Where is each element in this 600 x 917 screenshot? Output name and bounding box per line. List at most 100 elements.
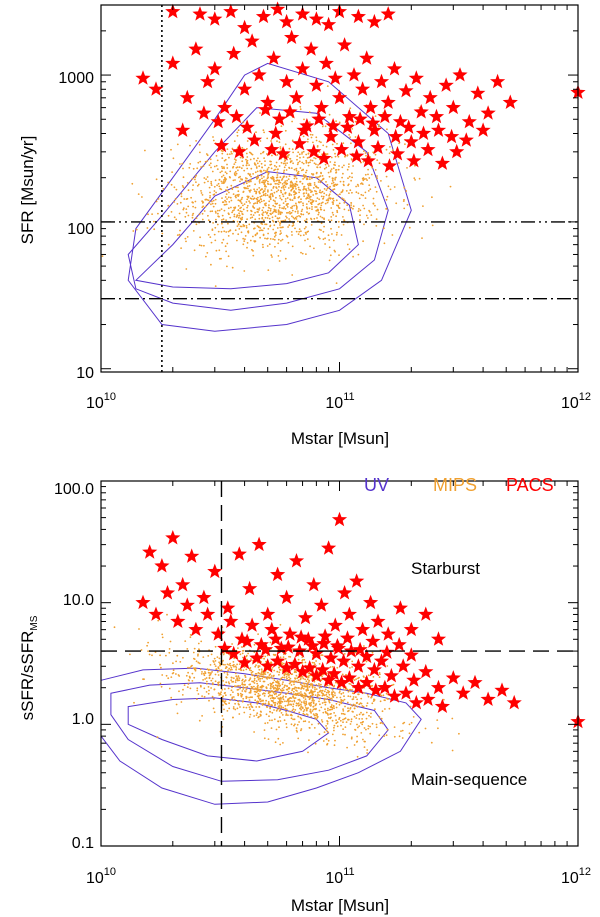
mips-point bbox=[248, 173, 251, 176]
mips-point bbox=[312, 173, 315, 176]
mips-point bbox=[264, 223, 266, 226]
mips-point bbox=[274, 704, 276, 707]
mips-point bbox=[278, 700, 281, 702]
mips-point bbox=[193, 676, 196, 679]
mips-point bbox=[229, 196, 232, 199]
mips-point bbox=[237, 169, 239, 172]
mips-point bbox=[206, 682, 208, 685]
mips-point bbox=[132, 230, 135, 232]
mips-point bbox=[281, 687, 284, 690]
mips-point bbox=[290, 167, 293, 170]
mips-point bbox=[183, 198, 186, 200]
mips-point bbox=[236, 663, 239, 666]
mips-point bbox=[327, 739, 330, 742]
mips-point bbox=[217, 692, 220, 694]
mips-point bbox=[202, 165, 205, 168]
pacs-star bbox=[207, 563, 223, 579]
mips-point bbox=[221, 197, 223, 200]
legend-pacs: PACS bbox=[506, 475, 554, 495]
mips-point bbox=[269, 183, 272, 186]
mips-point bbox=[247, 187, 249, 190]
mips-point bbox=[218, 681, 220, 684]
mips-point bbox=[207, 655, 210, 657]
mips-point bbox=[209, 158, 212, 161]
mips-point bbox=[310, 173, 313, 175]
mips-point bbox=[357, 726, 359, 729]
mips-point bbox=[347, 710, 349, 713]
mips-point bbox=[306, 177, 308, 180]
mips-point bbox=[278, 698, 281, 701]
mips-point bbox=[244, 686, 247, 689]
mips-point bbox=[278, 716, 281, 719]
mips-point bbox=[249, 202, 251, 204]
mips-point bbox=[270, 727, 273, 729]
legend: UV MIPS PACS bbox=[364, 475, 554, 495]
pacs-star bbox=[255, 8, 272, 24]
mips-point bbox=[298, 153, 301, 156]
mips-point bbox=[246, 185, 249, 188]
pacs-star bbox=[268, 631, 284, 646]
mips-point bbox=[222, 704, 224, 706]
mips-point bbox=[292, 718, 294, 721]
mips-point bbox=[254, 163, 256, 166]
mips-point bbox=[256, 712, 259, 715]
mips-point bbox=[276, 171, 279, 174]
mips-point bbox=[167, 243, 170, 246]
mips-point bbox=[345, 721, 348, 723]
mips-point bbox=[363, 223, 365, 226]
mips-point bbox=[265, 185, 267, 188]
mips-point bbox=[354, 120, 357, 123]
mips-point bbox=[213, 657, 216, 660]
mips-point bbox=[279, 181, 282, 184]
pacs-star bbox=[148, 81, 164, 96]
mips-point bbox=[253, 190, 256, 193]
mips-point bbox=[240, 225, 243, 228]
mips-point bbox=[323, 690, 326, 693]
mips-point bbox=[270, 167, 273, 170]
mips-point bbox=[268, 715, 270, 718]
mips-point bbox=[344, 155, 346, 158]
pacs-star bbox=[443, 128, 460, 144]
mips-point bbox=[335, 719, 337, 721]
mips-point bbox=[228, 191, 230, 194]
mips-point bbox=[210, 182, 213, 185]
mips-point bbox=[297, 170, 300, 173]
mips-point bbox=[224, 196, 227, 198]
uv-contour-line bbox=[134, 171, 359, 290]
mips-point bbox=[229, 170, 232, 173]
mips-point bbox=[330, 168, 333, 171]
mips-point bbox=[227, 681, 230, 683]
pacs-star bbox=[200, 73, 216, 89]
mips-point bbox=[350, 737, 353, 740]
mips-point bbox=[204, 678, 207, 680]
mips-point bbox=[236, 239, 238, 242]
mips-point bbox=[307, 183, 309, 186]
mips-point bbox=[297, 161, 300, 164]
mips-point bbox=[239, 156, 242, 159]
mips-point bbox=[288, 703, 290, 706]
pacs-star bbox=[264, 621, 280, 637]
mips-point bbox=[272, 204, 275, 207]
mips-point bbox=[190, 196, 193, 199]
mips-point bbox=[263, 183, 265, 185]
mips-point bbox=[207, 199, 210, 202]
mips-point bbox=[213, 193, 216, 196]
mips-point bbox=[189, 144, 191, 147]
mips-point bbox=[279, 176, 282, 179]
mips-point bbox=[314, 690, 316, 693]
mips-point bbox=[300, 251, 302, 254]
mips-point bbox=[337, 220, 340, 223]
mips-point bbox=[296, 158, 298, 161]
mips-point bbox=[360, 182, 363, 185]
mips-point bbox=[284, 700, 286, 703]
mips-point bbox=[230, 689, 233, 692]
pacs-star bbox=[175, 122, 191, 137]
mips-point bbox=[192, 184, 195, 187]
mips-point bbox=[210, 679, 213, 682]
mips-point bbox=[266, 217, 269, 219]
mips-point bbox=[208, 186, 211, 189]
pacs-star bbox=[343, 643, 359, 658]
mips-point bbox=[325, 738, 328, 741]
mips-point bbox=[270, 189, 273, 192]
mips-point bbox=[346, 701, 349, 704]
